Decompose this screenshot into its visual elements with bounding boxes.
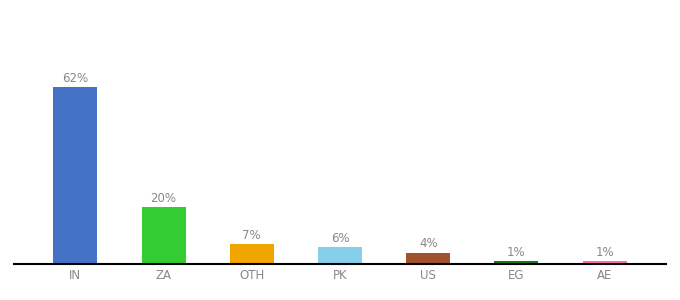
Text: 7%: 7% bbox=[243, 229, 261, 242]
Text: 20%: 20% bbox=[150, 192, 177, 205]
Text: 6%: 6% bbox=[330, 232, 350, 244]
Text: 4%: 4% bbox=[419, 237, 437, 250]
Bar bbox=[141, 207, 186, 264]
Bar bbox=[230, 244, 274, 264]
Text: 1%: 1% bbox=[507, 246, 526, 259]
Text: 1%: 1% bbox=[595, 246, 614, 259]
Bar bbox=[583, 261, 627, 264]
Bar bbox=[318, 247, 362, 264]
Bar bbox=[406, 253, 450, 264]
Bar bbox=[494, 261, 539, 264]
Text: 62%: 62% bbox=[63, 72, 88, 85]
Bar bbox=[53, 87, 97, 264]
